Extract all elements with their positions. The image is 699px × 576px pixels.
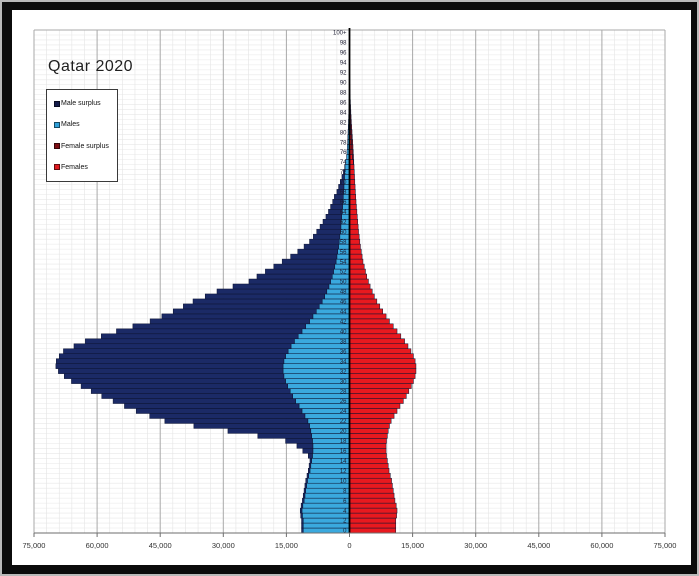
svg-text:46: 46: [340, 300, 347, 306]
x-axis-tick-label: 75,000: [654, 541, 677, 550]
svg-text:48: 48: [340, 290, 347, 296]
x-axis-tick-label: 60,000: [590, 541, 613, 550]
svg-text:76: 76: [340, 150, 347, 156]
males-swatch-icon: [54, 121, 60, 128]
x-axis-tick-label: 30,000: [212, 541, 235, 550]
svg-text:50: 50: [340, 280, 347, 286]
legend-item-male-surplus: Male surplus: [54, 100, 117, 107]
legend-item-males: Males: [54, 121, 117, 128]
svg-text:100+: 100+: [333, 31, 347, 37]
svg-text:0: 0: [343, 529, 347, 535]
x-axis-tick-label: 15,000: [401, 541, 424, 550]
population-pyramid-chart: 0246810121416182022242628303234363840424…: [23, 28, 677, 550]
page-title: Qatar 2020: [48, 58, 134, 75]
svg-text:28: 28: [340, 389, 347, 395]
legend-item-females: Females: [54, 164, 117, 171]
svg-text:12: 12: [340, 469, 347, 475]
svg-text:18: 18: [340, 439, 347, 445]
svg-text:36: 36: [340, 349, 347, 355]
svg-text:72: 72: [340, 170, 347, 176]
svg-text:40: 40: [340, 330, 347, 336]
svg-text:24: 24: [340, 409, 347, 415]
females-swatch-icon: [54, 164, 60, 171]
svg-text:70: 70: [340, 180, 347, 186]
svg-text:90: 90: [340, 80, 347, 86]
svg-text:44: 44: [340, 310, 347, 316]
svg-text:22: 22: [340, 419, 347, 425]
svg-text:4: 4: [343, 509, 347, 515]
svg-text:2: 2: [343, 519, 347, 525]
chart-panel: 0 2 4 6 8 10 12 14 16 18 20 22 24 26 28 30 32 34 36 38 40 42 4…: [12, 10, 691, 565]
svg-text:66: 66: [340, 200, 347, 206]
svg-text:80: 80: [340, 130, 347, 136]
svg-text:60: 60: [340, 230, 347, 236]
x-axis-tick-label: 75,000: [23, 541, 46, 550]
svg-text:42: 42: [340, 320, 347, 326]
x-axis-tick-label: 0: [347, 541, 351, 550]
svg-text:8: 8: [343, 489, 347, 495]
svg-text:10: 10: [340, 479, 347, 485]
svg-text:94: 94: [340, 61, 347, 67]
svg-text:34: 34: [340, 359, 347, 365]
svg-text:86: 86: [340, 100, 347, 106]
legend-label: Male surplus: [61, 100, 101, 108]
female-surplus-swatch-icon: [54, 143, 60, 150]
svg-text:54: 54: [340, 260, 347, 266]
male-surplus-swatch-icon: [54, 100, 60, 107]
svg-text:84: 84: [340, 110, 347, 116]
legend-label: Female surplus: [61, 142, 109, 150]
legend: Male surplus Males Female surplus Female…: [46, 89, 118, 182]
legend-label: Females: [61, 163, 88, 171]
x-axis-tick-label: 30,000: [464, 541, 487, 550]
svg-text:6: 6: [343, 499, 347, 505]
svg-text:96: 96: [340, 51, 347, 57]
svg-text:82: 82: [340, 120, 347, 126]
svg-text:32: 32: [340, 369, 347, 375]
svg-text:74: 74: [340, 160, 347, 166]
svg-text:88: 88: [340, 90, 347, 96]
svg-text:20: 20: [340, 429, 347, 435]
svg-text:64: 64: [340, 210, 347, 216]
svg-text:68: 68: [340, 190, 347, 196]
svg-text:14: 14: [340, 459, 347, 465]
svg-text:98: 98: [340, 41, 347, 47]
x-axis-tick-label: 15,000: [275, 541, 298, 550]
svg-text:58: 58: [340, 240, 347, 246]
svg-text:30: 30: [340, 379, 347, 385]
x-axis-tick-label: 45,000: [527, 541, 550, 550]
legend-label: Males: [61, 121, 80, 129]
x-axis-tick-label: 45,000: [149, 541, 172, 550]
svg-text:62: 62: [340, 220, 347, 226]
legend-item-female-surplus: Female surplus: [54, 143, 117, 150]
svg-text:38: 38: [340, 339, 347, 345]
x-axis-tick-label: 60,000: [86, 541, 109, 550]
svg-text:56: 56: [340, 250, 347, 256]
svg-text:26: 26: [340, 399, 347, 405]
svg-text:78: 78: [340, 140, 347, 146]
svg-text:92: 92: [340, 71, 347, 77]
svg-text:16: 16: [340, 449, 347, 455]
svg-text:52: 52: [340, 270, 347, 276]
